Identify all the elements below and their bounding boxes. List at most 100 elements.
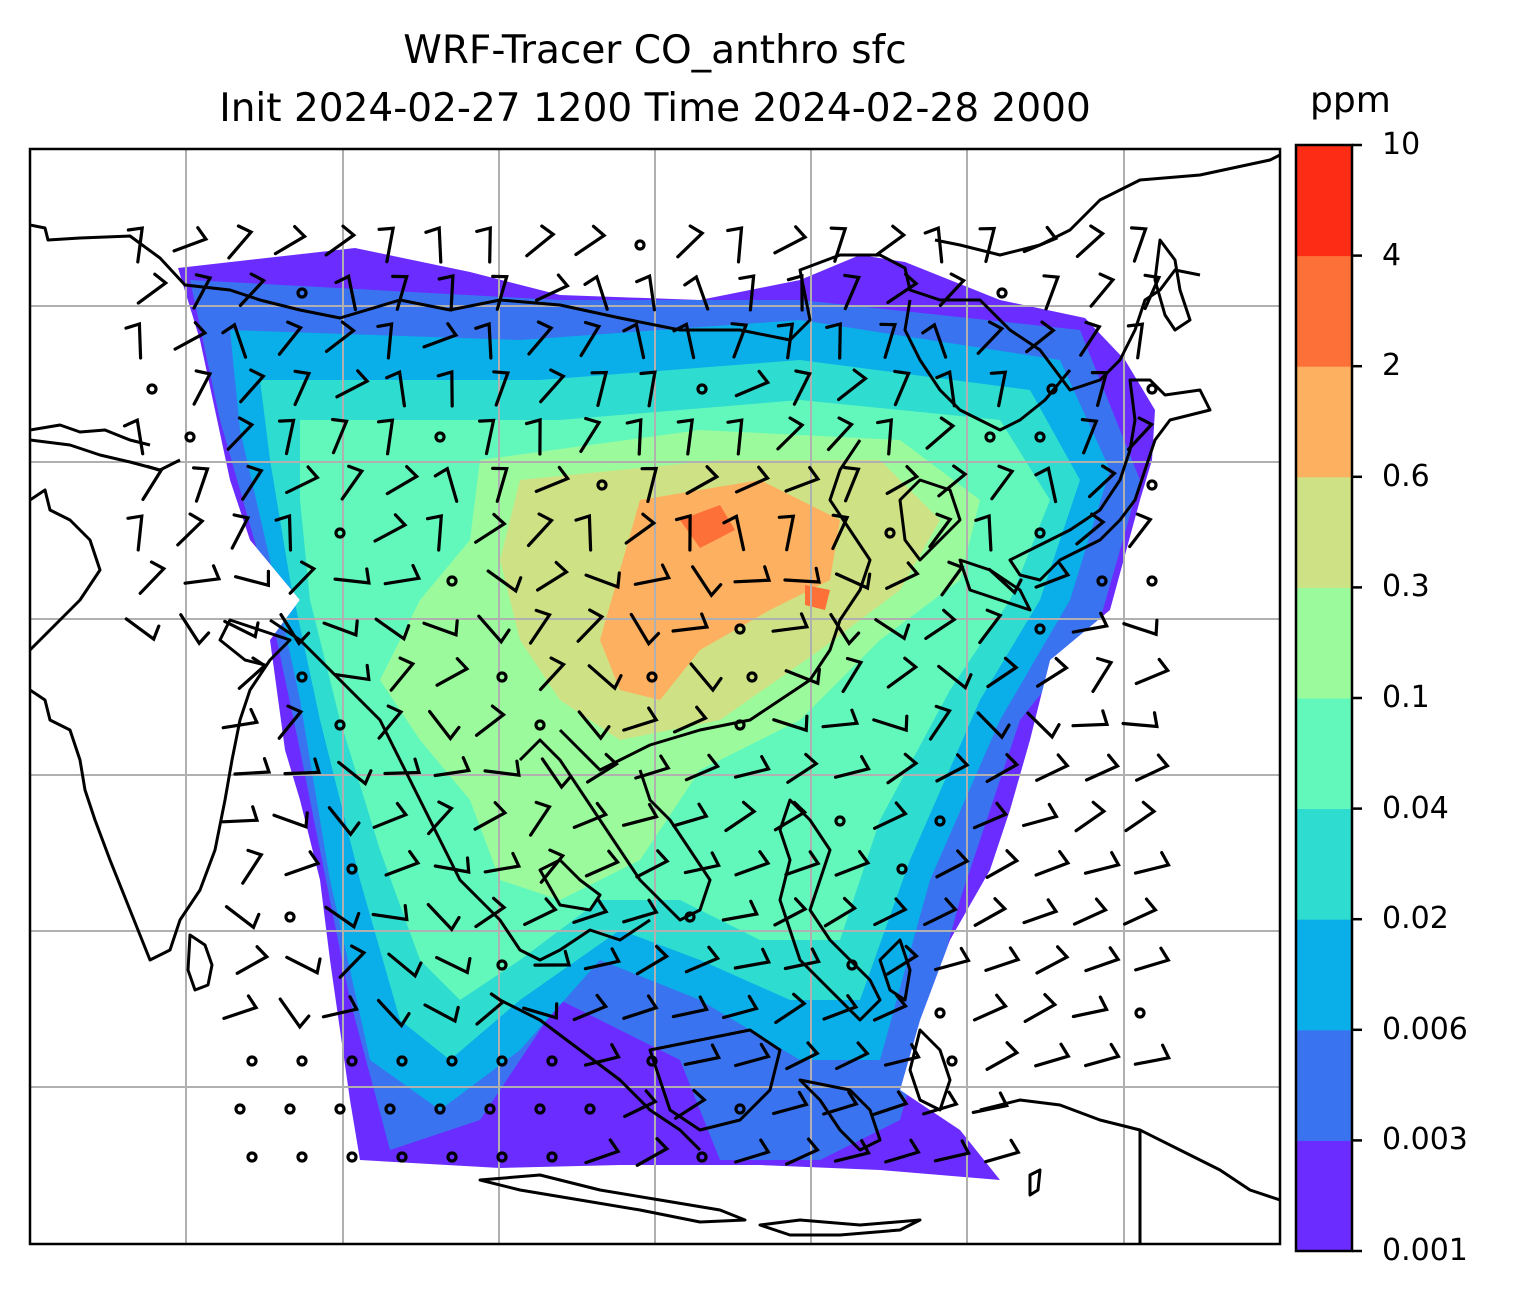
wind-barb [1083, 851, 1121, 875]
wind-barb [777, 514, 796, 552]
wind-barb [584, 849, 621, 878]
wind-barb [622, 322, 646, 360]
wind-barb [623, 1089, 658, 1118]
wind-barb [572, 993, 609, 1022]
wind-barb [1034, 1042, 1071, 1068]
wind-barb [233, 757, 272, 776]
calm-wind-marker [1134, 1007, 1146, 1019]
wind-barb [689, 662, 723, 693]
calm-wind-marker [734, 1103, 746, 1115]
wind-barb [285, 465, 320, 495]
wind-barb [477, 614, 511, 645]
wind-barb [124, 617, 161, 642]
wind-barb [935, 753, 970, 783]
wind-barb [1143, 273, 1162, 311]
wind-barb [433, 756, 472, 778]
wind-barb [772, 714, 809, 733]
wind-barb [226, 416, 255, 451]
wind-barb [726, 226, 744, 264]
wind-barb [635, 1137, 670, 1167]
calm-wind-marker [646, 1055, 658, 1067]
wind-barb [536, 560, 570, 592]
wind-barb [337, 760, 373, 787]
wind-barb [383, 563, 422, 586]
calm-wind-marker [446, 1055, 458, 1067]
wind-barb [837, 368, 869, 402]
wind-barb [483, 759, 521, 777]
wind-barb [288, 560, 317, 595]
wind-barb [424, 225, 443, 264]
wind-barb [1036, 656, 1070, 688]
wind-barb [784, 850, 821, 877]
wind-barb [491, 466, 509, 503]
wind-barb [721, 899, 760, 922]
wind-barb [825, 321, 842, 360]
wind-barb [1090, 371, 1109, 407]
wind-barb [389, 656, 416, 692]
wind-barb [622, 898, 659, 924]
wind-barb [385, 369, 406, 408]
calm-wind-marker [234, 1103, 246, 1115]
calm-wind-marker [434, 431, 446, 443]
wind-barb [1026, 711, 1061, 740]
wind-barb [376, 418, 395, 456]
wind-barb [1124, 800, 1157, 833]
calm-wind-marker [884, 527, 896, 539]
calm-wind-marker [396, 1055, 408, 1067]
calm-wind-marker [496, 959, 508, 971]
wind-barb [985, 753, 1020, 783]
colorbar-segment [1296, 1140, 1352, 1252]
wind-barb [1134, 946, 1171, 972]
wind-barb [886, 752, 919, 785]
wind-barb [935, 849, 970, 879]
wind-barb [221, 805, 260, 824]
colorbar-tick-label: 2 [1382, 348, 1402, 384]
wind-barb [872, 993, 909, 1022]
wind-barb [230, 513, 251, 550]
wind-barb [783, 566, 821, 584]
wind-barb [272, 811, 309, 830]
colorbar-segment [1296, 808, 1352, 920]
calm-wind-marker [346, 1151, 358, 1163]
wind-barb [433, 856, 471, 874]
wind-barb [1035, 945, 1070, 975]
wind-barb [733, 565, 772, 584]
wind-barb [685, 465, 720, 495]
wind-barb [1023, 993, 1058, 1023]
calm-wind-marker [696, 1151, 708, 1163]
calm-wind-marker [846, 959, 858, 971]
wind-barb [634, 754, 671, 780]
map-title-line1: WRF-Tracer CO_anthro sfc [403, 28, 907, 73]
colorbar-unit-label: ppm [1310, 80, 1391, 121]
calm-wind-marker [334, 1103, 346, 1115]
wind-barb [586, 752, 620, 784]
wind-barb [1074, 800, 1107, 833]
wind-barb [934, 946, 971, 972]
wind-barb [976, 711, 1011, 740]
wind-barb [833, 755, 871, 779]
calm-wind-marker [546, 1055, 558, 1067]
calm-wind-marker [646, 671, 658, 683]
wind-barb [978, 226, 997, 264]
calm-wind-marker [296, 1055, 308, 1067]
wind-barb [1025, 320, 1056, 354]
calm-wind-marker [184, 431, 196, 443]
wind-barb [835, 1041, 870, 1071]
wind-barb [923, 897, 958, 927]
wind-barb [984, 1138, 1021, 1164]
wind-barb [525, 224, 556, 258]
wind-barb [734, 465, 771, 494]
colorbar-tick-label: 0.1 [1382, 680, 1430, 715]
wind-barb [427, 800, 454, 836]
wind-barb [1034, 466, 1058, 504]
wind-barb [937, 464, 968, 498]
wind-barb [1080, 418, 1099, 455]
wind-barbs [122, 224, 1172, 1167]
calm-wind-marker [434, 1103, 446, 1115]
wind-barb [1135, 753, 1170, 782]
wind-barb [834, 850, 871, 877]
calm-wind-marker [334, 527, 346, 539]
wind-barb [985, 849, 1020, 879]
wind-barb [821, 708, 860, 729]
wind-barb [925, 416, 956, 450]
